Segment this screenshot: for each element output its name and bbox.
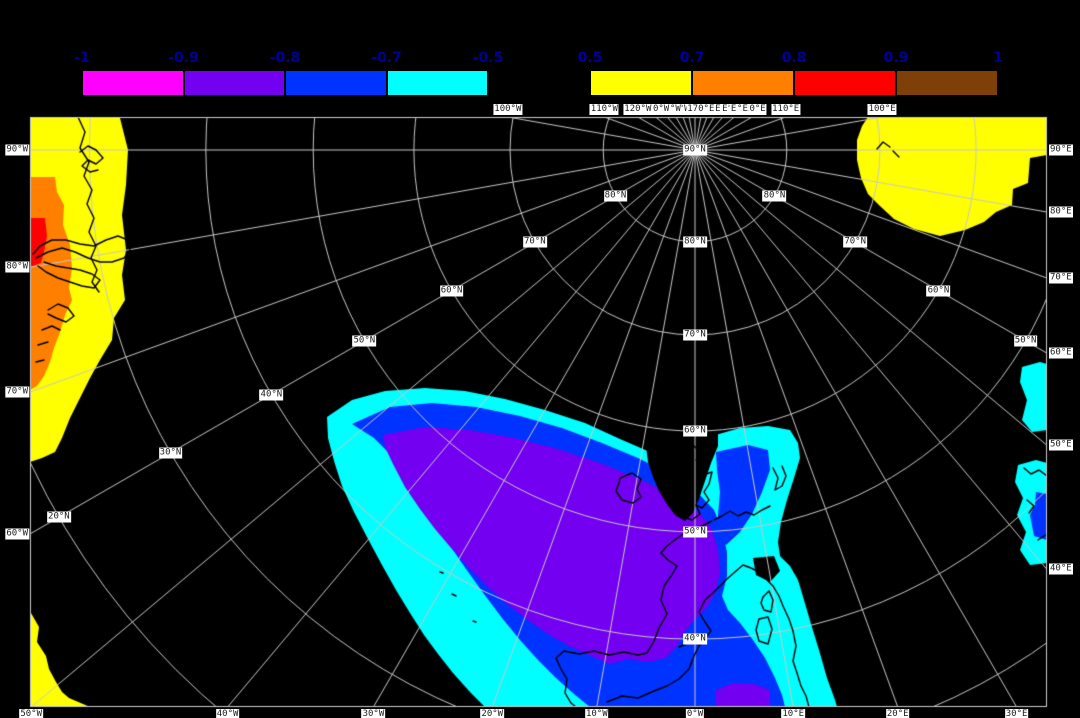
negative-colorbar-tick-label: -0.8 — [269, 50, 301, 66]
positive-colorbar-tick-label: 0.7 — [679, 50, 705, 66]
negative-colorbar-tick-label: -1 — [74, 50, 90, 66]
negative-colorbar-tick-label: -0.9 — [168, 50, 199, 66]
positive-colorbar-tick-label: 1 — [993, 50, 1003, 66]
negative-colorbar: -1 -0.9 -0.8 -0.7 -0.5 — [74, 50, 503, 96]
positive-colorbar-segment — [692, 70, 794, 96]
positive-colorbar-segment — [896, 70, 998, 96]
positive-colorbar-segment — [590, 70, 692, 96]
positive-colorbar-tick-label: 0.8 — [781, 50, 807, 66]
positive-colorbar: 0.5 0.7 0.8 0.9 1 — [578, 50, 1003, 96]
negative-colorbar-segment — [183, 70, 285, 96]
negative-colorbar-tick-label: -0.5 — [472, 50, 504, 66]
positive-colorbar-tick-label: 0.9 — [883, 50, 909, 66]
negative-colorbar-tick-label: -0.7 — [371, 50, 402, 66]
negative-colorbar-segment — [82, 70, 184, 96]
positive-colorbar-segment — [794, 70, 896, 96]
positive-colorbar-tick-label: 0.5 — [577, 50, 603, 66]
negative-colorbar-segment — [285, 70, 387, 96]
negative-colorbar-segment — [386, 70, 488, 96]
